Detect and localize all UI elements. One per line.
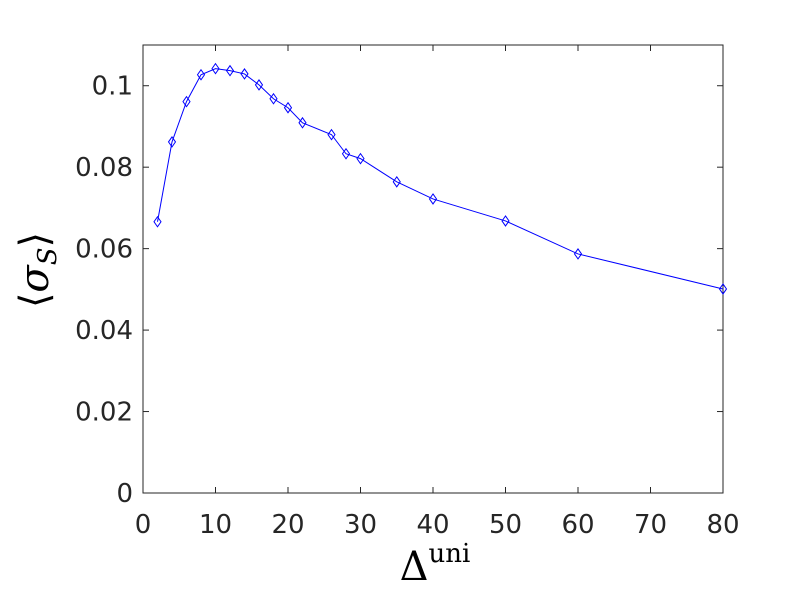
marker — [153, 215, 162, 228]
y-tick-label: 0.08 — [75, 153, 133, 183]
line — [157, 68, 724, 290]
marker — [283, 101, 293, 114]
x-tick-label: 60 — [561, 510, 594, 540]
marker — [428, 193, 438, 205]
y-label-open: ⟨ — [12, 293, 58, 309]
marker — [167, 136, 177, 148]
x-tick-label: 30 — [344, 510, 377, 540]
x-tick-label: 40 — [416, 510, 449, 540]
axes-box — [142, 44, 724, 494]
x-label-sup: uni — [429, 539, 471, 569]
x-axis-label: Δuni — [400, 539, 471, 590]
y-tick-label: 0.04 — [75, 316, 133, 346]
marker — [392, 175, 401, 188]
marker — [254, 79, 264, 91]
y-tick-label: 0.02 — [75, 398, 133, 428]
y-label-sub: S — [33, 247, 63, 265]
y-label-close: ⟩ — [12, 232, 58, 248]
marker — [341, 147, 351, 160]
x-tick-label: 50 — [489, 510, 522, 540]
y-tick-label: 0 — [116, 479, 133, 509]
x-tick-label: 20 — [271, 510, 304, 540]
marker — [298, 116, 307, 129]
marker — [356, 152, 365, 165]
x-label-base: Δ — [400, 544, 429, 590]
marker — [573, 248, 583, 260]
x-tick-label: 0 — [135, 510, 152, 540]
marker — [240, 68, 249, 80]
marker — [225, 64, 235, 77]
marker — [211, 62, 220, 75]
y-tick-label: 0.1 — [92, 72, 133, 102]
y-label-base: σ — [12, 264, 58, 293]
x-tick-label: 10 — [199, 510, 232, 540]
marker — [182, 95, 191, 108]
marker — [196, 68, 206, 81]
x-tick-label: 70 — [634, 510, 667, 540]
marker — [501, 215, 510, 227]
marker — [327, 128, 336, 141]
marker — [269, 92, 278, 105]
x-tick-label: 80 — [706, 510, 739, 540]
marker — [718, 283, 728, 295]
y-tick-label: 0.06 — [75, 235, 133, 265]
y-axis-label: ⟨σS⟩ — [12, 232, 63, 308]
